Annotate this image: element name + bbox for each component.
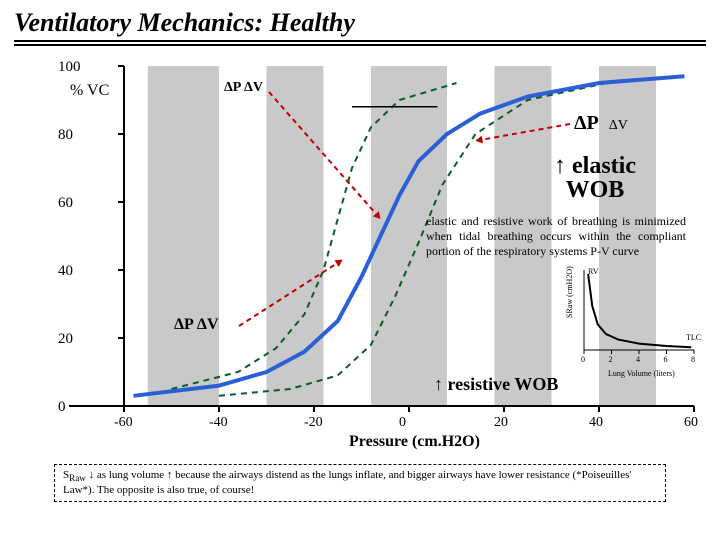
- svg-text:60: 60: [684, 415, 698, 430]
- svg-text:Pressure (cm.H2O): Pressure (cm.H2O): [349, 433, 480, 450]
- rule-1: [14, 40, 706, 42]
- elastic-label-1: elastic: [572, 153, 636, 179]
- footnote-box: SRaw ↓ as lung volume ↑ because the airw…: [54, 464, 666, 502]
- svg-text:RV: RV: [588, 267, 599, 276]
- y-axis-label: % VC: [70, 82, 109, 100]
- svg-text:4: 4: [636, 355, 640, 364]
- svg-text:-40: -40: [209, 415, 228, 430]
- svg-text:80: 80: [58, 127, 73, 143]
- svg-text:20: 20: [58, 331, 73, 347]
- inset-chart: 0 2 4 6 8 Lung Volume (liters) SRaw (cmH2O) RV T…: [562, 264, 702, 384]
- svg-text:0: 0: [581, 355, 585, 364]
- svg-text:0: 0: [58, 399, 66, 415]
- rule-2: [14, 44, 706, 46]
- elastic-label-2: WOB: [566, 177, 625, 203]
- svg-text:-60: -60: [114, 415, 133, 430]
- inset-svg: 0 2 4 6 8 Lung Volume (liters) SRaw (cmH2O) RV T…: [562, 264, 702, 384]
- explanation-paragraph: elastic and resistive work of breathing …: [426, 214, 686, 259]
- svg-text:TLC: TLC: [686, 333, 701, 342]
- svg-text:40: 40: [58, 263, 73, 279]
- main-chart: 020406080100-60-40-200204060Pressure (cm…: [14, 56, 706, 456]
- svg-text:2: 2: [609, 355, 613, 364]
- svg-text:0: 0: [399, 415, 406, 430]
- elastic-arrow-icon: ↑: [554, 153, 566, 179]
- resistive-arrow-icon: ↑: [434, 374, 443, 394]
- footnote-raw: Raw: [69, 473, 86, 483]
- svg-text:40: 40: [589, 415, 603, 430]
- resistive-label: resistive WOB: [448, 374, 559, 394]
- svg-text:8: 8: [691, 355, 695, 364]
- svg-text:60: 60: [58, 195, 73, 211]
- svg-text:SRaw (cmH2O): SRaw (cmH2O): [565, 266, 574, 318]
- dp-dv-top: ΔP ΔV: [224, 80, 263, 96]
- svg-text:100: 100: [58, 59, 81, 75]
- footnote-rest: ↓ as lung volume ↑ because the airways d…: [63, 469, 631, 496]
- page-title: Ventilatory Mechanics: Healthy: [14, 8, 706, 38]
- svg-text:6: 6: [664, 355, 668, 364]
- dp-dv-left: ΔP ΔV: [174, 316, 219, 334]
- svg-text:Lung Volume (liters): Lung Volume (liters): [608, 369, 675, 378]
- dv-right: ΔV: [609, 118, 628, 133]
- svg-text:-20: -20: [304, 415, 323, 430]
- svg-text:20: 20: [494, 415, 508, 430]
- dp-right: ΔP: [574, 112, 599, 134]
